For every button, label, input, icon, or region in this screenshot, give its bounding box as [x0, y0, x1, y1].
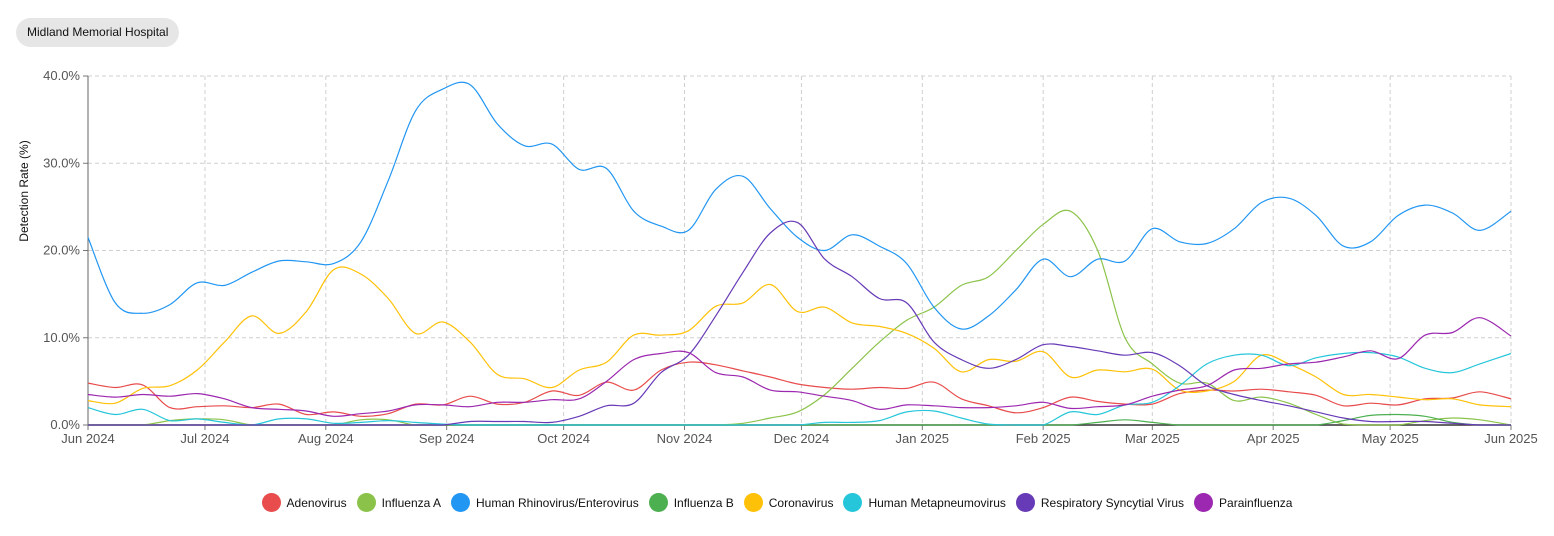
x-tick-label: Jan 2025: [896, 431, 950, 446]
series-line-parainfluenza[interactable]: [87, 317, 1512, 417]
legend-label: Human Metapneumovirus: [868, 495, 1006, 510]
legend-label: Adenovirus: [286, 495, 347, 510]
legend-swatch: [1194, 493, 1214, 512]
chart-gridlines: [87, 75, 1512, 426]
series-line-influenza-b[interactable]: [87, 413, 1511, 426]
legend-label: Influenza B: [673, 495, 734, 510]
legend-swatch: [843, 493, 863, 512]
legend-label: Influenza A: [381, 495, 441, 510]
legend-item[interactable]: Parainfluenza: [1194, 493, 1292, 512]
y-axis-title: Detection Rate (%): [17, 140, 31, 241]
legend-item[interactable]: Human Metapneumovirus: [843, 493, 1006, 512]
series-line-human-metapneumovirus[interactable]: [87, 351, 1512, 426]
y-tick-label: 40.0%: [43, 68, 80, 83]
legend-item[interactable]: Adenovirus: [261, 493, 347, 512]
legend-item[interactable]: Influenza A: [356, 493, 441, 512]
y-tick-label: 0.0%: [50, 417, 80, 432]
x-tick-label: Feb 2025: [1016, 431, 1071, 446]
x-tick-label: May 2025: [1362, 431, 1419, 446]
hospital-selector-chip[interactable]: Midland Memorial Hospital: [16, 18, 180, 47]
series-line-respiratory-syncytial-virus[interactable]: [87, 220, 1511, 426]
legend-label: Parainfluenza: [1219, 495, 1293, 510]
legend-label: Respiratory Syncytial Virus: [1040, 495, 1185, 510]
y-tick-label: 20.0%: [43, 243, 80, 258]
legend-swatch: [743, 493, 763, 512]
y-tick-label: 10.0%: [43, 330, 80, 345]
series-line-adenovirus[interactable]: [87, 361, 1512, 417]
chart-series-lines: [87, 81, 1512, 426]
legend-swatch: [648, 493, 668, 512]
legend-item[interactable]: Respiratory Syncytial Virus: [1015, 493, 1185, 512]
x-tick-label: Apr 2025: [1247, 431, 1300, 446]
x-tick-label: Aug 2024: [298, 431, 354, 446]
legend-item[interactable]: Human Rhinovirus/Enterovirus: [450, 493, 639, 512]
x-tick-label: Sep 2024: [419, 431, 475, 446]
legend-item[interactable]: Influenza B: [648, 493, 734, 512]
x-tick-label: Jul 2024: [180, 431, 229, 446]
y-tick-label: 30.0%: [43, 155, 80, 170]
legend-label: Coronavirus: [768, 495, 834, 510]
legend-swatch: [261, 493, 281, 512]
legend-label: Human Rhinovirus/Enterovirus: [475, 495, 639, 510]
x-tick-label: Jun 2025: [1484, 431, 1538, 446]
legend-item[interactable]: Coronavirus: [743, 493, 834, 512]
x-tick-label: Jun 2024: [61, 431, 115, 446]
series-line-coronavirus[interactable]: [87, 266, 1512, 408]
chart-legend: Adenovirus Influenza A Human Rhinovirus/En…: [0, 493, 1554, 512]
x-tick-label: Nov 2024: [657, 431, 713, 446]
chart-axes: 0.0% 10.0% 20.0% 30.0% 40.0% Jun 2024 Jul 2024…: [43, 68, 1538, 446]
legend-swatch: [1015, 493, 1035, 512]
x-tick-label: Oct 2024: [537, 431, 590, 446]
x-tick-label: Mar 2025: [1125, 431, 1180, 446]
x-tick-label: Dec 2024: [774, 431, 830, 446]
legend-swatch: [450, 493, 470, 512]
legend-swatch: [356, 493, 376, 512]
series-line-human-rhinovirus-enterovirus[interactable]: [87, 81, 1512, 330]
